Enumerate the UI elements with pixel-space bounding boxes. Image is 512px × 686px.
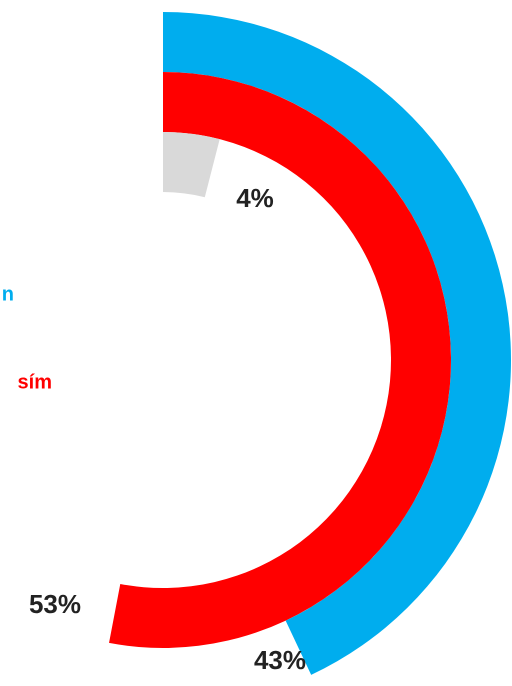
value-label: 43% [254, 645, 306, 675]
arc-bar [163, 132, 220, 198]
arc-bar [109, 72, 451, 648]
value-label: 53% [29, 589, 81, 619]
legend-label: n [2, 283, 14, 305]
value-label: 4% [236, 183, 274, 213]
arc-bar [163, 12, 511, 675]
legend-label: sím [18, 371, 52, 393]
